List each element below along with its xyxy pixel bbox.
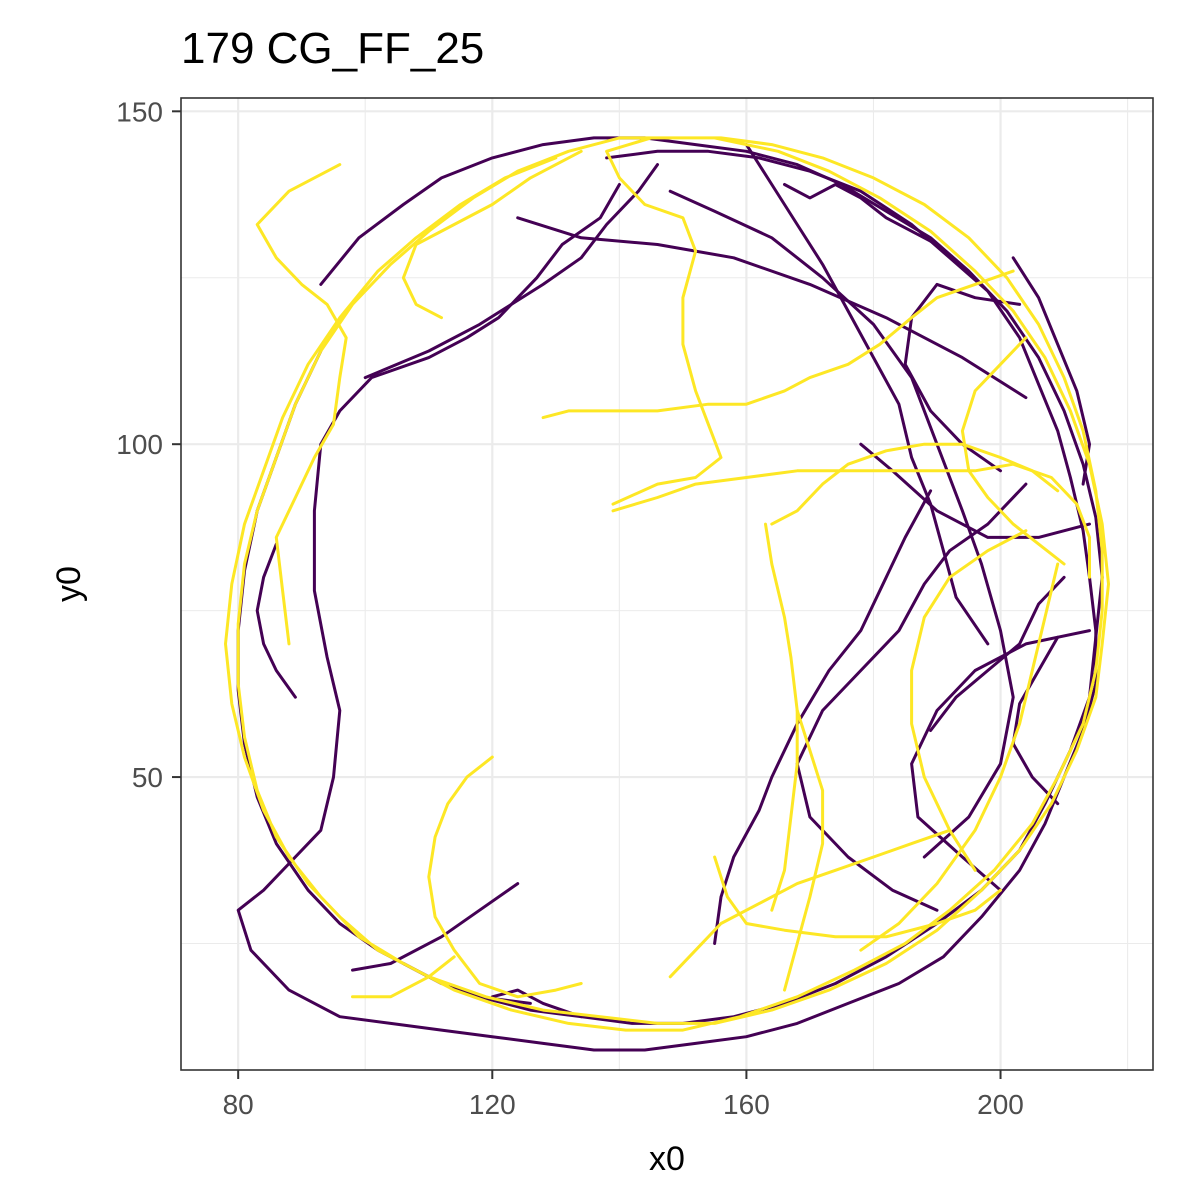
grid — [181, 98, 1153, 1070]
series-1 — [224, 136, 1110, 1032]
x-tick-label: 80 — [223, 1089, 254, 1120]
trajectory-line — [910, 629, 1091, 892]
x-axis-title: x0 — [649, 1140, 685, 1178]
axes: 80 120 160 200 50 100 150 — [116, 96, 1024, 1120]
trajectory-line — [910, 529, 1028, 872]
trajectory-line — [351, 882, 520, 972]
trajectory-line — [783, 183, 939, 246]
trajectory-line — [351, 955, 456, 999]
series-0 — [236, 136, 1104, 1052]
trajectory-line — [668, 189, 1015, 859]
trajectory-line — [427, 755, 583, 999]
trajectory-line — [903, 282, 1022, 473]
x-tick-label: 120 — [469, 1089, 516, 1120]
trajectory-line — [764, 522, 799, 912]
trajectory-line — [744, 143, 990, 646]
trajectory-line — [363, 163, 659, 380]
trajectory-line — [859, 562, 1060, 952]
trajectory-line — [401, 962, 532, 1005]
panel-border — [180, 97, 1154, 1071]
x-tick-label: 160 — [723, 1089, 770, 1120]
trajectory-line — [783, 709, 825, 992]
trajectory-line — [960, 336, 1066, 566]
trajectory-line — [224, 136, 1110, 1032]
trajectory-line — [713, 855, 1002, 939]
trajectory-line — [859, 442, 1091, 539]
trajectory-line — [611, 462, 1091, 579]
data-layer — [224, 136, 1110, 1052]
trajectory-line — [770, 442, 1060, 526]
y-tick-label: 150 — [116, 96, 163, 127]
trajectory-line — [255, 542, 297, 699]
x-tick-label: 200 — [977, 1089, 1024, 1120]
trajectory-line — [516, 216, 1028, 400]
trajectory-line — [401, 149, 583, 320]
trajectory-line — [1011, 635, 1060, 806]
y-axis-title: y0 — [50, 566, 88, 602]
y-tick-label: 100 — [116, 429, 163, 460]
trajectory-line — [668, 828, 952, 979]
trajectory-line — [929, 575, 1066, 732]
trajectory-line — [236, 149, 1098, 1052]
trajectory-line — [255, 163, 348, 646]
trajectory-line — [541, 269, 1015, 420]
chart-title: 179 CG_FF_25 — [181, 24, 484, 73]
y-tick-label: 50 — [132, 762, 163, 793]
